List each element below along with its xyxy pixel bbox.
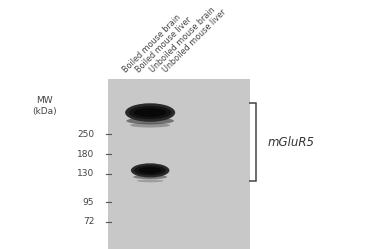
Ellipse shape [130, 123, 170, 127]
Text: 95: 95 [83, 197, 94, 207]
Text: Boiled mouse liver: Boiled mouse liver [134, 15, 194, 74]
Text: MW
(kDa): MW (kDa) [32, 96, 57, 116]
Text: Boiled mouse brain: Boiled mouse brain [121, 13, 182, 74]
Ellipse shape [126, 117, 174, 124]
Text: Unboiled mouse liver: Unboiled mouse liver [161, 7, 228, 74]
Ellipse shape [134, 108, 166, 117]
Ellipse shape [139, 167, 162, 174]
Ellipse shape [125, 103, 175, 122]
Ellipse shape [134, 165, 166, 175]
Ellipse shape [133, 175, 167, 179]
Text: Unboiled mouse brain: Unboiled mouse brain [147, 5, 217, 74]
Text: 250: 250 [77, 130, 94, 139]
Text: 130: 130 [77, 169, 94, 178]
Ellipse shape [137, 180, 164, 182]
Text: 72: 72 [83, 217, 94, 226]
FancyBboxPatch shape [108, 79, 250, 249]
Text: mGluR5: mGluR5 [268, 135, 315, 148]
Text: 180: 180 [77, 150, 94, 159]
Ellipse shape [129, 106, 171, 119]
Ellipse shape [131, 163, 169, 178]
